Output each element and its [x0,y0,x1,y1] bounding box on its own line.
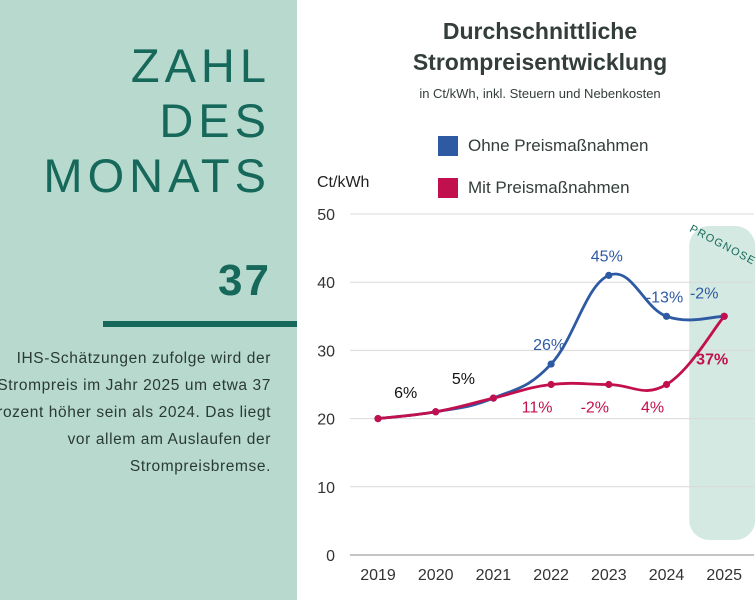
chart-subtitle: in Ct/kWh, inkl. Steuern und Nebenkosten [419,86,661,101]
legend-label-ohne: Ohne Preismaßnahmen [468,136,649,155]
legend-item-mit: Mit Preismaßnahmen [438,176,648,200]
y-tick-label: 10 [317,480,335,497]
data-point-mit [662,380,671,389]
x-tick-label: 2023 [591,567,627,584]
data-label-mit: 6% [394,385,417,402]
chart-legend: Ohne Preismaßnahmen Mit Preismaßnahmen [438,134,648,218]
y-tick-label: 20 [317,412,335,429]
legend-swatch-ohne [438,136,458,156]
data-label-mit: 5% [452,371,475,388]
headline: ZAHL DES MONATS [43,38,271,203]
data-label-mit: -2% [581,400,609,417]
data-label-ohne: -2% [690,285,718,302]
data-point-ohne [547,360,555,368]
chart-title: Durchschnittliche Strompreisentwicklung [412,18,668,75]
data-label-mit: 11% [522,400,553,417]
x-tick-label: 2019 [360,567,396,584]
data-label-ohne: 45% [591,248,623,265]
x-tick-label: 2022 [533,567,569,584]
data-label-ohne: 26% [533,337,565,354]
headline-line-3: MONATS [43,149,271,202]
headline-line-2: DES [159,94,271,147]
x-tick-label: 2024 [649,567,685,584]
y-tick-label: 40 [317,275,335,292]
data-label-mit: 4% [641,400,664,417]
y-tick-label: 0 [326,548,335,565]
data-point-mit [489,394,497,402]
legend-swatch-mit [438,178,458,198]
forecast-band [689,226,756,540]
data-point-mit [605,380,613,389]
left-panel: ZAHL DES MONATS 37 IHS-Schätzungen zufol… [0,0,297,600]
data-label-ohne: -13% [646,289,683,306]
data-point-ohne [605,271,613,279]
description-text: IHS-Schätzungen zufolge wird der Strompr… [0,350,271,475]
x-tick-label: 2025 [706,567,742,584]
data-point-mit [547,380,555,389]
y-tick-label: 30 [317,343,335,360]
big-number: 37 [218,256,271,305]
legend-label-mit: Mit Preismaßnahmen [468,178,630,197]
divider [103,321,297,327]
y-tick-label: 50 [317,207,335,224]
data-point-mit [720,312,728,320]
data-point-mit [374,415,382,423]
y-axis-label: Ct/kWh [317,174,370,191]
headline-line-1: ZAHL [130,39,271,92]
x-tick-label: 2020 [418,567,454,584]
data-point-ohne [662,312,671,320]
data-label-mit: 37% [696,351,728,368]
data-point-mit [432,408,440,416]
legend-item-ohne: Ohne Preismaßnahmen [438,134,648,158]
x-tick-label: 2021 [476,567,512,584]
